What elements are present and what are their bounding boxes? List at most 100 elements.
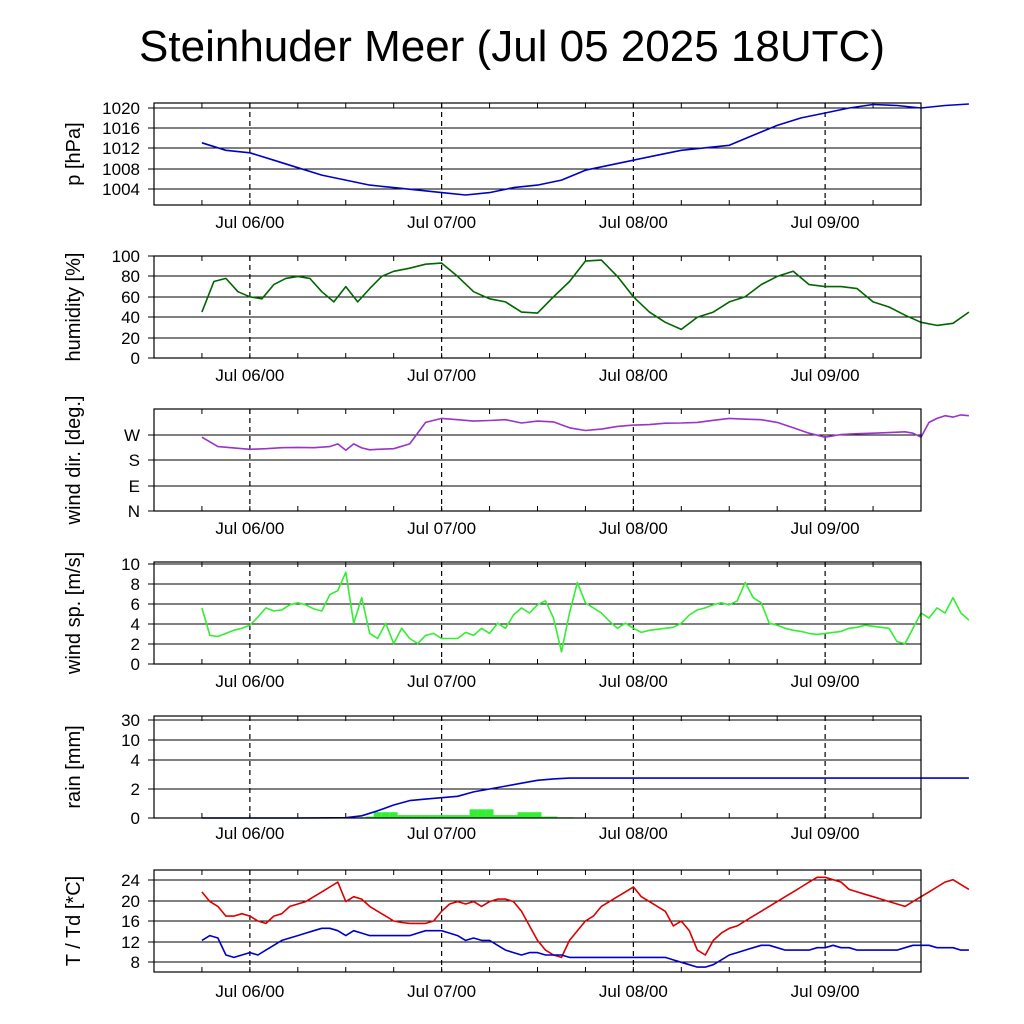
panel-3-background	[154, 562, 921, 664]
panel-1-ytick-label-0: 0	[131, 349, 140, 368]
panel-4-rain-bar-22	[533, 812, 542, 818]
panel-4-ytick-label-2: 4	[131, 751, 140, 770]
panel-3-ylabel: wind sp. [m/s]	[63, 552, 85, 675]
panel-4-background	[154, 716, 921, 818]
panel-4-rain-bar-23	[541, 816, 550, 818]
panel-2-ytick-label-3: W	[124, 426, 140, 445]
panel-0-xtick-label-2: Jul 08/00	[599, 213, 668, 232]
panel-5-ytick-label-3: 20	[121, 892, 140, 911]
panel-0-xtick-label-0: Jul 06/00	[215, 213, 284, 232]
panel-3-xtick-label-3: Jul 09/00	[791, 672, 860, 691]
panel-5-xtick-label-3: Jul 09/00	[791, 982, 860, 1001]
panel-4-ytick-label-1: 2	[131, 780, 140, 799]
panel-2-ytick-label-1: E	[129, 477, 140, 496]
panel-1-xtick-label-3: Jul 09/00	[791, 366, 860, 385]
panel-2-xtick-label-3: Jul 09/00	[791, 519, 860, 538]
panel-3-xtick-label-1: Jul 07/00	[407, 672, 476, 691]
panel-3-ytick-label-3: 6	[131, 595, 140, 614]
panel-4-rain-bar-3	[381, 812, 390, 818]
panel-4-rain-bar-12	[453, 815, 462, 818]
panel-3-frame	[153, 561, 922, 665]
panel-4-rain-bar-16	[485, 809, 494, 818]
panel-4-rain-bar-9	[429, 815, 438, 818]
panel-4-ytick-label-4: 30	[121, 711, 140, 730]
panel-4-rain-bar-17	[493, 815, 502, 818]
panel-4-rain-bar-5	[397, 815, 406, 818]
panel-5-ytick-label-4: 24	[121, 871, 140, 890]
panel-2-frame	[153, 408, 922, 512]
panel-0-ytick-label-1: 1008	[102, 160, 140, 179]
panel-0-ylabel: p [hPa]	[63, 122, 85, 185]
panel-3-ytick-label-4: 8	[131, 575, 140, 594]
panel-2-ytick-label-0: N	[128, 502, 140, 521]
panel-4-rain-bar-24	[549, 816, 558, 818]
panel-4-rain-bar-6	[405, 815, 414, 818]
panel-1-ytick-label-4: 80	[121, 267, 140, 286]
panel-1-ytick-label-3: 60	[121, 288, 140, 307]
panel-4-series-0-line	[201, 777, 969, 819]
panel-4-xtick-label-0: Jul 06/00	[215, 824, 284, 843]
panel-5-frame	[153, 869, 922, 973]
panel-1-xtick-label-0: Jul 06/00	[215, 366, 284, 385]
panel-2-xtick-label-0: Jul 06/00	[215, 519, 284, 538]
panel-2-xtick-label-2: Jul 08/00	[599, 519, 668, 538]
panel-1-frame	[153, 255, 922, 359]
panel-5-series-0-line	[201, 876, 970, 959]
panel-4-rain-bar-18	[501, 815, 510, 818]
panel-4-rain-bar-13	[461, 815, 470, 818]
panel-0-ytick-label-4: 1020	[102, 99, 140, 118]
panel-0-background	[154, 103, 921, 205]
panel-1-background	[154, 256, 921, 358]
panel-1-xtick-label-2: Jul 08/00	[599, 366, 668, 385]
panel-4-rain-bar-20	[517, 812, 526, 818]
panel-4-rain-bar-11	[445, 815, 454, 818]
chart-title: Steinhuder Meer (Jul 05 2025 18UTC)	[139, 22, 885, 71]
panel-4-rain-bar-21	[525, 812, 534, 818]
panel-0-xtick-label-3: Jul 09/00	[791, 213, 860, 232]
panel-5-ytick-label-2: 16	[121, 912, 140, 931]
panel-1-xtick-label-1: Jul 07/00	[407, 366, 476, 385]
panel-0-frame	[153, 102, 922, 206]
panel-4-ytick-label-0: 0	[131, 809, 140, 828]
panel-5-xtick-label-0: Jul 06/00	[215, 982, 284, 1001]
panel-1-ylabel: humidity [%]	[63, 253, 85, 362]
panel-5-xtick-label-2: Jul 08/00	[599, 982, 668, 1001]
panel-5-ylabel: T / Td [*C]	[63, 876, 85, 966]
panel-0-ytick-label-2: 1012	[102, 139, 140, 158]
panel-3-series-0-line	[201, 571, 970, 653]
panel-4-rain-bar-10	[437, 815, 446, 818]
panel-0-ytick-label-3: 1016	[102, 119, 140, 138]
panel-2-ylabel: wind dir. [deg.]	[63, 396, 85, 526]
panel-4-rain-bar-1	[365, 816, 374, 818]
panel-2-xtick-label-1: Jul 07/00	[407, 519, 476, 538]
panel-4-xtick-label-3: Jul 09/00	[791, 824, 860, 843]
panel-5-series-1-line	[201, 927, 969, 968]
panel-2-ytick-label-2: S	[129, 451, 140, 470]
panel-1-ytick-label-2: 40	[121, 308, 140, 327]
panel-4-rain-bar-2	[373, 812, 382, 818]
panel-0-series-0-line	[201, 103, 969, 196]
panel-5-xtick-label-1: Jul 07/00	[407, 982, 476, 1001]
panel-4-rain-bar-19	[509, 815, 518, 818]
panel-1-ytick-label-5: 100	[112, 247, 140, 266]
panel-3-xtick-label-0: Jul 06/00	[215, 672, 284, 691]
panel-0-ytick-label-0: 1004	[102, 180, 140, 199]
panel-3-ytick-label-5: 10	[121, 555, 140, 574]
panel-4-rain-bar-4	[389, 812, 398, 818]
panel-4-ylabel: rain [mm]	[63, 725, 85, 808]
panel-4-ytick-label-3: 10	[121, 731, 140, 750]
panel-4-rain-bar-15	[477, 809, 486, 818]
panel-4-rain-bar-8	[421, 815, 430, 818]
panel-3-ytick-label-0: 0	[131, 655, 140, 674]
panel-0-xtick-label-1: Jul 07/00	[407, 213, 476, 232]
panel-4-xtick-label-2: Jul 08/00	[599, 824, 668, 843]
panel-1-series-0-line	[201, 259, 970, 331]
panel-4-rain-bar-7	[413, 815, 422, 818]
panel-1-ytick-label-1: 20	[121, 329, 140, 348]
panel-4-rain-bar-14	[469, 809, 478, 818]
panel-3-xtick-label-2: Jul 08/00	[599, 672, 668, 691]
panel-3-ytick-label-1: 2	[131, 635, 140, 654]
panel-3-ytick-label-2: 4	[131, 615, 140, 634]
panel-5-ytick-label-0: 8	[131, 953, 140, 972]
